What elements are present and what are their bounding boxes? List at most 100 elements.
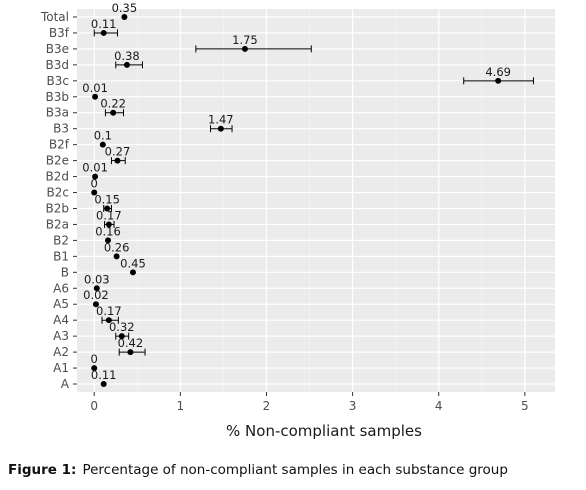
- data-point-group: 0.26: [104, 240, 130, 260]
- data-point: [217, 125, 224, 132]
- data-label: 1.75: [232, 33, 258, 47]
- y-tick-label: A3: [53, 329, 69, 343]
- data-label: 0.11: [91, 17, 117, 31]
- chart: TotalB3fB3eB3dB3cB3bB3aB3B2fB2eB2dB2cB2b…: [40, 1, 555, 440]
- data-label: 0.15: [94, 192, 120, 206]
- data-point: [92, 173, 99, 180]
- data-point-group: 0.35: [112, 1, 138, 20]
- x-tick-label: 5: [521, 399, 529, 413]
- data-label: 0.1: [94, 129, 112, 143]
- data-point: [93, 285, 100, 292]
- data-point: [104, 205, 111, 212]
- data-label: 0.16: [95, 224, 121, 238]
- x-tick-label: 0: [90, 399, 98, 413]
- data-point: [495, 77, 502, 84]
- y-tick-label: A: [61, 377, 70, 391]
- data-label: 0.02: [83, 288, 109, 302]
- data-point: [105, 237, 112, 244]
- y-tick-label: A5: [53, 297, 69, 311]
- data-point-group: 0: [91, 352, 98, 372]
- y-tick-label: B2b: [46, 201, 69, 215]
- data-point-group: 1.75: [195, 33, 312, 53]
- x-tick-label: 1: [177, 399, 185, 413]
- data-point: [121, 13, 128, 20]
- data-label: 0: [91, 352, 98, 366]
- data-point-group: 0.15: [94, 192, 120, 212]
- data-point-group: 0.17: [96, 208, 122, 228]
- data-point-group: 0.1: [94, 129, 112, 148]
- data-point: [113, 253, 120, 260]
- data-label: 0.17: [96, 208, 122, 222]
- data-point-group: 0.45: [120, 256, 146, 276]
- data-point-group: 0.16: [95, 224, 121, 244]
- data-point: [118, 333, 125, 340]
- y-tick-label: B: [61, 265, 69, 279]
- y-tick-label: B2: [53, 233, 69, 247]
- data-point-group: 0.38: [114, 49, 143, 69]
- data-point: [127, 349, 134, 356]
- data-point: [105, 221, 112, 228]
- y-tick-label: Total: [40, 10, 69, 24]
- x-tick-label: 2: [263, 399, 271, 413]
- x-axis-title: % Non-compliant samples: [226, 422, 422, 440]
- data-point-group: 0.02: [83, 288, 109, 308]
- data-point-group: 0.03: [84, 272, 110, 292]
- data-label: 0.35: [112, 1, 138, 15]
- y-axis-labels: Total B3f B3e B3d B3c B3b B3a B3 B2f B2e B2d B2cB2b…: [40, 10, 77, 391]
- data-point-group: 0.01: [82, 161, 108, 180]
- data-point: [92, 93, 99, 100]
- x-axis-labels: 0 1 2 3 4 5: [90, 392, 529, 413]
- data-point: [110, 109, 117, 116]
- data-point: [114, 157, 121, 164]
- y-tick-label: B3b: [46, 90, 69, 104]
- y-tick-label: B2c: [47, 186, 69, 200]
- data-label: 0.03: [84, 272, 110, 286]
- data-point: [241, 45, 248, 52]
- y-tick-label: B2a: [46, 217, 69, 231]
- figure-caption: Figure 1: Percentage of non-compliant sam…: [8, 462, 508, 478]
- data-label: 0.32: [109, 320, 135, 334]
- data-label: 0.27: [105, 145, 131, 159]
- data-point: [91, 189, 98, 196]
- y-tick-label: A6: [53, 281, 69, 295]
- data-point: [105, 317, 112, 324]
- data-label: 0.26: [104, 240, 130, 254]
- plot-panel: [77, 9, 555, 392]
- data-point-group: 4.69: [463, 65, 534, 85]
- data-point-group: 0: [91, 177, 98, 196]
- y-tick-label: B2e: [46, 154, 69, 168]
- y-tick-label: B1: [53, 249, 69, 263]
- y-tick-label: A2: [53, 345, 69, 359]
- y-tick-label: A1: [53, 361, 69, 375]
- data-points: 0.35 0.11 1.75 0.38 4.69 0.01 0.22 1.47 0.1 0.27 0…: [82, 1, 534, 388]
- caption-prefix: Figure 1:: [8, 462, 77, 478]
- data-point-group: 0.32: [109, 320, 135, 340]
- data-point-group: 0.42: [118, 336, 146, 356]
- data-point: [123, 61, 130, 68]
- data-point: [129, 269, 136, 276]
- x-tick-label: 3: [349, 399, 357, 413]
- data-point-group: 0.27: [105, 145, 131, 165]
- data-point: [100, 29, 107, 36]
- data-label: 4.69: [485, 65, 511, 79]
- y-tick-label: B3a: [46, 106, 69, 120]
- grid-lines: [77, 9, 555, 392]
- data-label: 0: [91, 177, 98, 191]
- data-label: 0.38: [114, 49, 140, 63]
- y-tick-label: B3c: [47, 74, 69, 88]
- data-point: [99, 141, 106, 148]
- data-label: 0.11: [91, 368, 117, 382]
- y-tick-label: B2d: [46, 170, 69, 184]
- data-point-group: 0.11: [91, 17, 118, 37]
- caption-text: Percentage of non-compliant samples in e…: [82, 462, 508, 478]
- data-label: 0.17: [96, 304, 122, 318]
- data-label: 0.01: [82, 161, 108, 175]
- data-point: [92, 301, 99, 308]
- y-tick-label: B3d: [46, 58, 69, 72]
- x-tick-label: 4: [435, 399, 443, 413]
- data-point-group: 0.22: [100, 97, 126, 117]
- y-tick-label: B3f: [49, 26, 70, 40]
- data-point: [91, 365, 98, 372]
- data-point-group: 1.47: [208, 113, 234, 133]
- y-tick-label: B3e: [46, 42, 69, 56]
